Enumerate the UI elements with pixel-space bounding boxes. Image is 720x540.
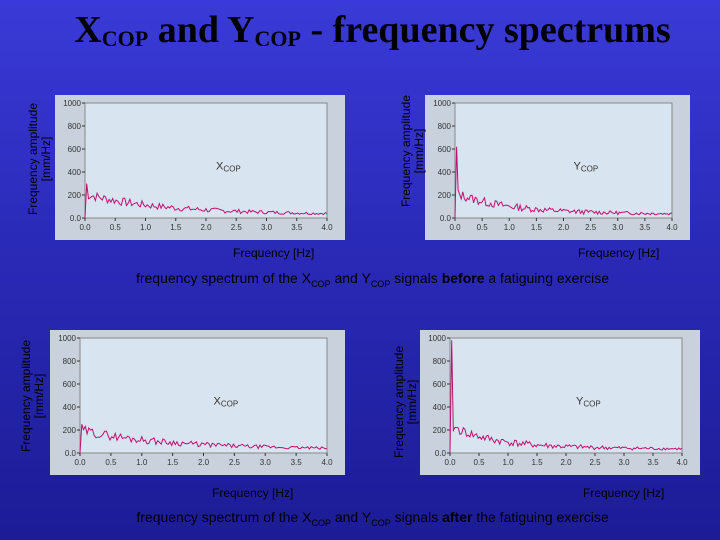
spectrum-line: [449, 340, 683, 454]
y-tick-label: 600: [63, 380, 77, 389]
x-tick-label: 3.5: [647, 458, 659, 467]
chart-y-before: 0.0 200 400 600 800 1000 0.0 0.5 1.0 1.5 2.0 2.5 3.0…: [425, 95, 690, 240]
x-tick-label: 4.0: [676, 458, 688, 467]
x-tick-label: 3.0: [260, 458, 272, 467]
x-tick-label: 1.5: [531, 458, 543, 467]
x-tick-label: 1.0: [140, 223, 152, 232]
page-title: XCOP and YCOP - frequency spectrums: [74, 9, 671, 51]
chart-svg: 0.0 200 400 600 800 1000 0.0 0.5 1.0 1.5 2.0 2.5 3.0…: [420, 330, 700, 475]
x-tick-label: 2.0: [200, 223, 212, 232]
x-tick-label: 0.5: [110, 223, 122, 232]
plot-area: [79, 337, 328, 454]
y-tick-label: 200: [438, 191, 452, 200]
x-tick-label: 1.0: [502, 458, 514, 467]
y-tick-label: 400: [433, 403, 447, 412]
y-tick-label: 800: [433, 357, 447, 366]
y-tick-label: 1000: [58, 334, 76, 343]
x-tick-label: 2.5: [585, 223, 597, 232]
x-tick-label: 1.5: [531, 223, 543, 232]
x-axis-label: Frequency [Hz]: [212, 486, 294, 500]
spectrum-line: [454, 146, 673, 219]
x-tick-label: 4.0: [321, 458, 333, 467]
x-tick-label: 2.0: [558, 223, 570, 232]
y-tick-label: 600: [68, 145, 82, 154]
y-axis-label: Frequency amplitude [mm/Hz]: [26, 102, 53, 216]
x-tick-label: 0.0: [74, 458, 86, 467]
plot-area: [84, 102, 328, 219]
x-tick-label: 1.5: [170, 223, 182, 232]
y-axis-label: Frequency amplitude [mm/Hz]: [19, 339, 46, 453]
x-tick-label: 3.0: [261, 223, 273, 232]
x-tick-label: 3.0: [612, 223, 624, 232]
spectrum-line: [79, 424, 328, 454]
x-tick-label: 2.5: [589, 458, 601, 467]
x-tick-label: 0.0: [444, 458, 456, 467]
y-tick-label: 200: [63, 426, 77, 435]
y-tick-label: 1000: [433, 99, 451, 108]
x-tick-label: 1.0: [504, 223, 516, 232]
caption-before: frequency spectrum of the XCOP and YCOP …: [135, 270, 610, 289]
x-tick-label: 3.5: [291, 223, 303, 232]
spectrum-line: [84, 183, 328, 219]
chart-x-before: 0.0 200 400 600 800 1000 0.0 0.5 1.0 1.5 2.0 2.5 3.0…: [55, 95, 345, 240]
chart-y-after: 0.0 200 400 600 800 1000 0.0 0.5 1.0 1.5 2.0 2.5 3.0…: [420, 330, 700, 475]
y-tick-label: 400: [438, 168, 452, 177]
x-axis-label: Frequency [Hz]: [233, 246, 315, 260]
y-tick-label: 400: [68, 168, 82, 177]
y-tick-label: 0.0: [70, 214, 82, 223]
x-tick-label: 0.5: [477, 223, 489, 232]
x-tick-label: 2.0: [560, 458, 572, 467]
plot-area: [449, 337, 683, 454]
x-axis-label: Frequency [Hz]: [578, 246, 660, 260]
y-tick-label: 800: [438, 122, 452, 131]
x-tick-label: 2.0: [198, 458, 210, 467]
y-tick-label: 1000: [63, 99, 81, 108]
y-tick-label: 0.0: [435, 449, 447, 458]
x-tick-label: 3.5: [639, 223, 651, 232]
plot-area: [454, 102, 673, 219]
y-tick-label: 200: [433, 426, 447, 435]
y-tick-label: 800: [63, 357, 77, 366]
signal-label: YCOP: [576, 396, 601, 409]
chart-x-after: 0.0 200 400 600 800 1000 0.0 0.5 1.0 1.5 2.0 2.5 3.0…: [50, 330, 345, 475]
x-tick-label: 3.0: [618, 458, 630, 467]
x-axis-label: Frequency [Hz]: [583, 486, 665, 500]
chart-svg: 0.0 200 400 600 800 1000 0.0 0.5 1.0 1.5 2.0 2.5 3.0…: [50, 330, 345, 475]
x-tick-label: 2.5: [231, 223, 243, 232]
chart-svg: 0.0 200 400 600 800 1000 0.0 0.5 1.0 1.5 2.0 2.5 3.0…: [55, 95, 345, 240]
y-axis-label: Frequency amplitude [mm/Hz]: [392, 345, 419, 459]
y-tick-label: 600: [438, 145, 452, 154]
x-tick-label: 1.0: [136, 458, 148, 467]
x-tick-label: 1.5: [167, 458, 179, 467]
y-tick-label: 1000: [428, 334, 446, 343]
x-tick-label: 4.0: [666, 223, 678, 232]
x-tick-label: 0.0: [79, 223, 91, 232]
y-tick-label: 400: [63, 403, 77, 412]
x-tick-label: 4.0: [321, 223, 333, 232]
x-tick-label: 3.5: [291, 458, 303, 467]
y-tick-label: 0.0: [440, 214, 452, 223]
y-tick-label: 200: [68, 191, 82, 200]
signal-label: XCOP: [216, 161, 241, 174]
x-tick-label: 0.0: [449, 223, 461, 232]
y-axis-label: Frequency amplitude [mm/Hz]: [399, 94, 426, 208]
x-tick-label: 0.5: [105, 458, 117, 467]
y-tick-label: 0.0: [65, 449, 77, 458]
signal-label: YCOP: [574, 161, 599, 174]
x-tick-label: 0.5: [473, 458, 485, 467]
x-tick-label: 2.5: [229, 458, 241, 467]
y-tick-label: 600: [433, 380, 447, 389]
chart-svg: 0.0 200 400 600 800 1000 0.0 0.5 1.0 1.5 2.0 2.5 3.0…: [425, 95, 690, 240]
y-tick-label: 800: [68, 122, 82, 131]
caption-after: frequency spectrum of the XCOP and YCOP …: [136, 509, 609, 528]
signal-label: XCOP: [214, 396, 239, 409]
